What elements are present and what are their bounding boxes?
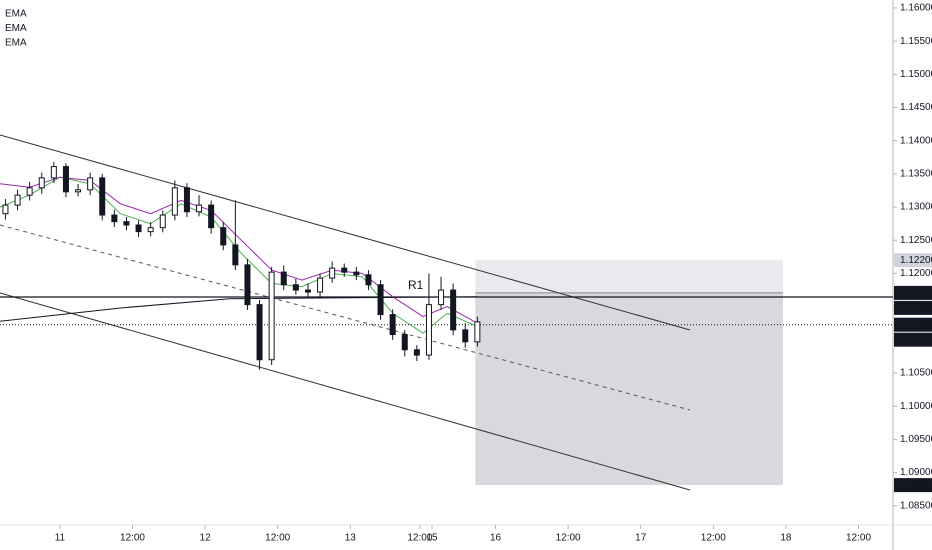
countdown: 10:22: [906, 334, 931, 345]
candle-body: [123, 221, 130, 226]
x-tick-label: 12:00: [556, 533, 581, 544]
y-tick-label: 1.12000: [900, 268, 932, 279]
y-tick-label: 1.10000: [900, 401, 932, 412]
annotation: R1: [408, 278, 424, 292]
y-tick-label: 1.14000: [900, 135, 932, 146]
candle-body: [38, 177, 45, 189]
x-tick-label: 11: [55, 533, 66, 544]
y-tick-label: 1.13000: [900, 202, 932, 213]
candle-body: [135, 224, 142, 233]
candle-body: [183, 187, 190, 213]
candle-body: [401, 334, 408, 351]
y-tick-label: 1.10500: [900, 368, 932, 379]
ema-line: [0, 296, 478, 322]
y-tick-label: 1.08500: [900, 500, 932, 511]
candle-body: [50, 166, 57, 179]
candle-body: [196, 204, 203, 213]
x-tick-label: 16: [490, 533, 502, 544]
candle-body: [208, 204, 215, 229]
candle-body: [268, 271, 275, 361]
x-tick-label: 12:00: [120, 533, 145, 544]
ema-line: [0, 176, 478, 334]
candle-body: [62, 166, 69, 193]
y-tick-label: 1.09000: [900, 467, 932, 478]
candle-body: [353, 271, 360, 276]
ema-line: [0, 176, 478, 324]
candle-body: [341, 267, 348, 273]
candle-body: [462, 329, 469, 343]
x-tick-label: 12:00: [701, 533, 726, 544]
candle-body: [159, 214, 166, 229]
candle-body: [377, 284, 384, 316]
candle-body: [280, 271, 287, 286]
y-tick-label: 1.15000: [900, 69, 932, 80]
price-label-bg: [894, 253, 932, 268]
position-tool: [475, 260, 783, 486]
candle-body: [425, 304, 432, 356]
candle-body: [220, 227, 227, 246]
candle-body: [256, 304, 263, 361]
candle-body: [2, 204, 9, 215]
y-tick-label: 1.16000: [900, 3, 932, 14]
candle-body: [317, 277, 324, 293]
price-label: 1.11645: [900, 303, 932, 314]
candle-body: [474, 321, 481, 343]
x-tick-label: 18: [780, 533, 792, 544]
candle-body: [87, 177, 94, 191]
candle-body: [244, 264, 251, 306]
candle-body: [99, 177, 106, 216]
legend-label: EMA: [5, 38, 27, 49]
candle-body: [26, 187, 33, 196]
price-label: 1.08811: [900, 480, 932, 491]
candle-body: [147, 227, 154, 233]
price-label: 1.11707: [900, 288, 932, 299]
price-label-bg: [894, 285, 932, 300]
candle-body: [413, 349, 420, 356]
x-tick-label: 13: [345, 533, 357, 544]
price-label-bg: [894, 317, 932, 332]
candle-body: [450, 289, 457, 331]
x-tick-label: 12: [200, 533, 212, 544]
y-tick-label: 1.13500: [900, 169, 932, 180]
candle-body: [438, 289, 445, 306]
y-tick-label: 1.15500: [900, 36, 932, 47]
y-tick-label: 1.12500: [900, 235, 932, 246]
y-tick-label: 1.09500: [900, 434, 932, 445]
candle-body: [365, 274, 372, 286]
channel-middle: [0, 224, 691, 411]
countdown-bg: [894, 332, 932, 347]
candle-body: [111, 214, 118, 223]
price-label-bg: [894, 300, 932, 315]
x-tick-label: 17: [635, 533, 647, 544]
legend-label: EMA: [5, 23, 27, 34]
candle-body: [75, 189, 82, 193]
x-tick-label: 15: [426, 533, 438, 544]
x-tick-label: 12:00: [407, 533, 432, 544]
x-tick-label: 12:00: [846, 533, 871, 544]
risk-zone: [475, 260, 783, 293]
legend-label: EMA: [5, 9, 27, 20]
price-label-bg: [894, 478, 932, 493]
price-label: 1.12200: [900, 255, 932, 266]
candle-body: [304, 289, 311, 293]
candle-body: [292, 284, 299, 291]
target-zone: [475, 292, 783, 486]
x-tick-label: 12:00: [265, 533, 290, 544]
candle-body: [329, 267, 336, 279]
channel-lower: [0, 292, 691, 491]
candle-body: [232, 244, 239, 266]
y-tick-label: 1.14500: [900, 102, 932, 113]
candle-body: [171, 187, 178, 216]
candle-body: [14, 194, 21, 206]
price-label: 1.11228: [900, 319, 932, 330]
candle-body: [389, 314, 396, 336]
